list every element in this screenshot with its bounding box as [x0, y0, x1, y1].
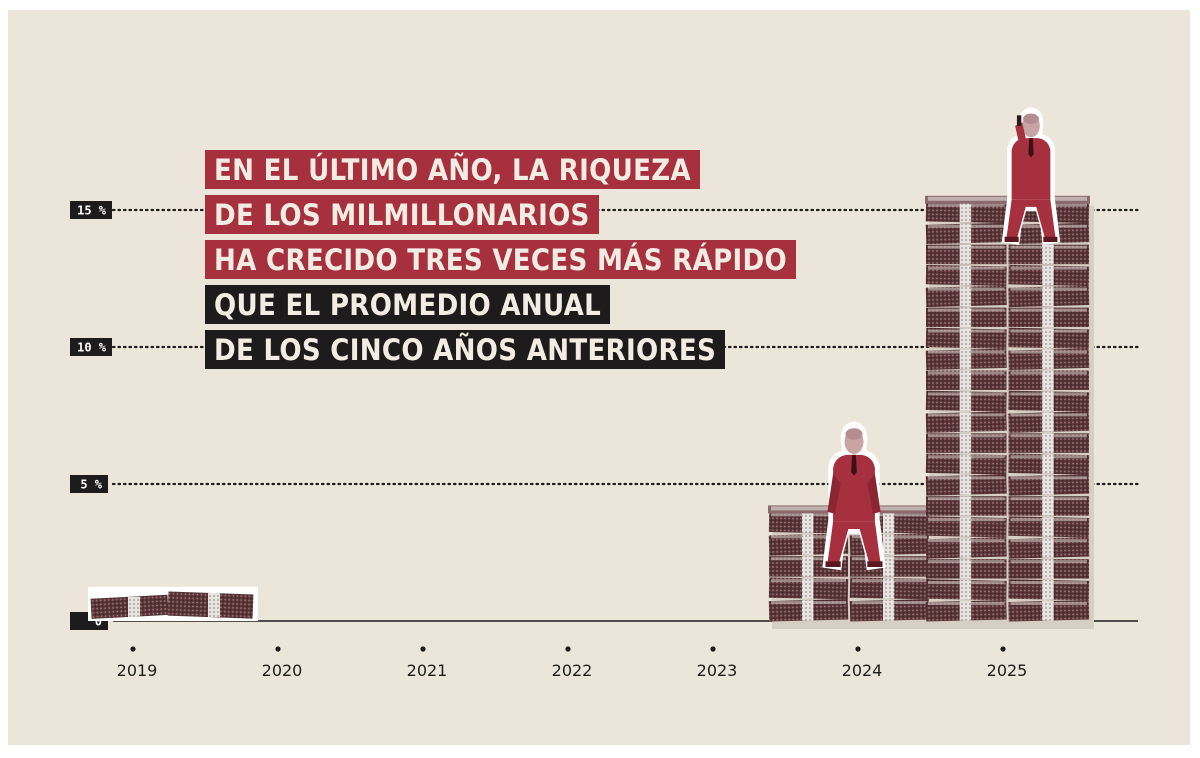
ytick-label: 5 % [80, 478, 102, 492]
money-band [802, 534, 814, 555]
money-band [1042, 349, 1054, 369]
ytick-label: 10 % [77, 341, 107, 355]
figure-torso [833, 454, 875, 522]
xtick-label: 2022 [552, 661, 593, 680]
chart-canvas: 0 5 % 10 % 15 % 2019 2020 2021 2022 2023 2024 2025… [8, 10, 1190, 745]
money-band [1042, 517, 1054, 537]
bar-2019 [88, 586, 258, 621]
headline-line: QUE EL PROMEDIO ANUAL [205, 285, 611, 324]
figure-legs [827, 521, 881, 564]
money-band [959, 223, 972, 244]
money-band [883, 534, 895, 555]
figure-legs [1006, 199, 1056, 239]
money-band [959, 244, 972, 265]
money-band [1042, 559, 1054, 579]
money-band [208, 592, 220, 617]
headline-line: DE LOS MILMILLONARIOS [205, 195, 599, 234]
money-band [959, 538, 972, 558]
money-band [802, 512, 814, 533]
figure-torso [1011, 138, 1051, 200]
xtick-label: 2024 [842, 661, 883, 680]
xtick-label: 2023 [697, 661, 738, 680]
money-band [1042, 433, 1054, 453]
money-band [1042, 307, 1054, 328]
money-band [1042, 244, 1054, 265]
money-band [959, 496, 972, 516]
money-band [1042, 412, 1054, 432]
money-band [1042, 370, 1054, 390]
money-band [959, 559, 972, 579]
money-band [959, 412, 972, 432]
money-band [959, 349, 972, 369]
money-band [1042, 601, 1054, 621]
money-band [128, 596, 140, 617]
ytick-label: 15 % [77, 204, 107, 218]
ytick-label-bg [70, 475, 108, 493]
figure-arm [827, 473, 841, 514]
money-band [959, 391, 972, 411]
money-band [959, 328, 972, 349]
money-band [959, 475, 972, 495]
money-band [959, 286, 972, 307]
money-band [802, 556, 814, 577]
xtick-label: 2025 [987, 661, 1028, 680]
xtick-label: 2020 [262, 661, 303, 680]
money-band [959, 454, 972, 474]
money-band [883, 600, 895, 621]
headline: EN EL ÚLTIMO AÑO, LA RIQUEZA DE LOS MILMI… [205, 150, 796, 375]
figure-arm [867, 473, 881, 514]
money-band [959, 202, 972, 223]
money-band [959, 517, 972, 537]
money-band [1042, 286, 1054, 307]
ytick-label-bg [70, 338, 112, 356]
money-band [1042, 538, 1054, 558]
money-band [1042, 454, 1054, 474]
money-band [1042, 265, 1054, 286]
xtick-dot [565, 646, 571, 652]
money-band [959, 265, 972, 286]
bar-2025 [925, 195, 1094, 629]
billionaire-on-phone-icon [1001, 107, 1061, 246]
chart-plot: 0 5 % 10 % 15 % 2019 2020 2021 2022 2023 2024 2025 [70, 107, 1140, 680]
headline-line: DE LOS CINCO AÑOS ANTERIORES [205, 330, 726, 369]
phone-icon [1016, 115, 1022, 126]
money-band [802, 578, 814, 599]
money-band [959, 433, 972, 453]
money-band [1042, 328, 1054, 349]
xtick-label: 2021 [407, 661, 448, 680]
seated-billionaire-icon [822, 421, 886, 571]
money-band [959, 307, 972, 328]
ytick-label: 0 [95, 615, 102, 629]
money-band [959, 370, 972, 390]
ytick-label-bg [70, 201, 112, 219]
xtick-dot [1000, 646, 1006, 652]
money-band [883, 578, 895, 599]
money-band [1042, 580, 1054, 600]
money-band [1042, 391, 1054, 411]
money-band [883, 512, 895, 533]
headline-line: EN EL ÚLTIMO AÑO, LA RIQUEZA [205, 150, 700, 189]
headline-line: HA CRECIDO TRES VECES MÁS RÁPIDO [205, 240, 796, 279]
xtick-label: 2019 [117, 661, 158, 680]
money-band [959, 601, 972, 621]
money-band [1042, 475, 1054, 495]
money-band [1042, 496, 1054, 516]
xtick-dot [855, 646, 861, 652]
money-band [802, 600, 814, 621]
figure-arm-phone [1015, 122, 1026, 142]
money-band [959, 580, 972, 600]
money-band [883, 556, 895, 577]
xtick-dot [710, 646, 716, 652]
xtick-dot [130, 646, 136, 652]
xtick-dot [420, 646, 426, 652]
xtick-dot [275, 646, 281, 652]
